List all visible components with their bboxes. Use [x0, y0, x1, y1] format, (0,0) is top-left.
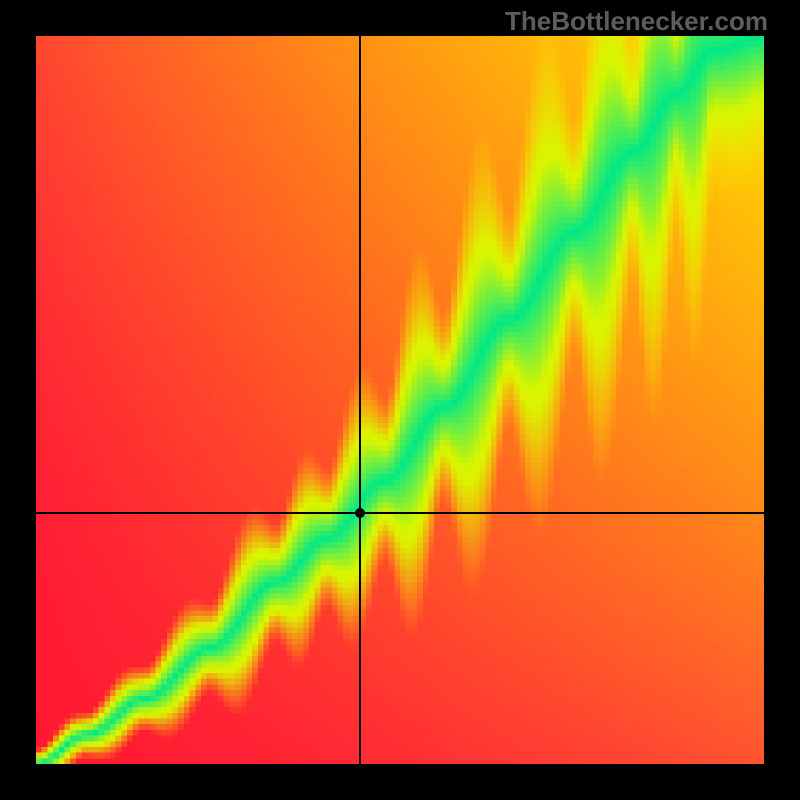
crosshair-horizontal [36, 512, 764, 514]
watermark-text: TheBottlenecker.com [505, 6, 768, 37]
heatmap-plot [36, 36, 764, 764]
heatmap-canvas [36, 36, 764, 764]
crosshair-dot [355, 508, 365, 518]
crosshair-vertical [359, 36, 361, 764]
